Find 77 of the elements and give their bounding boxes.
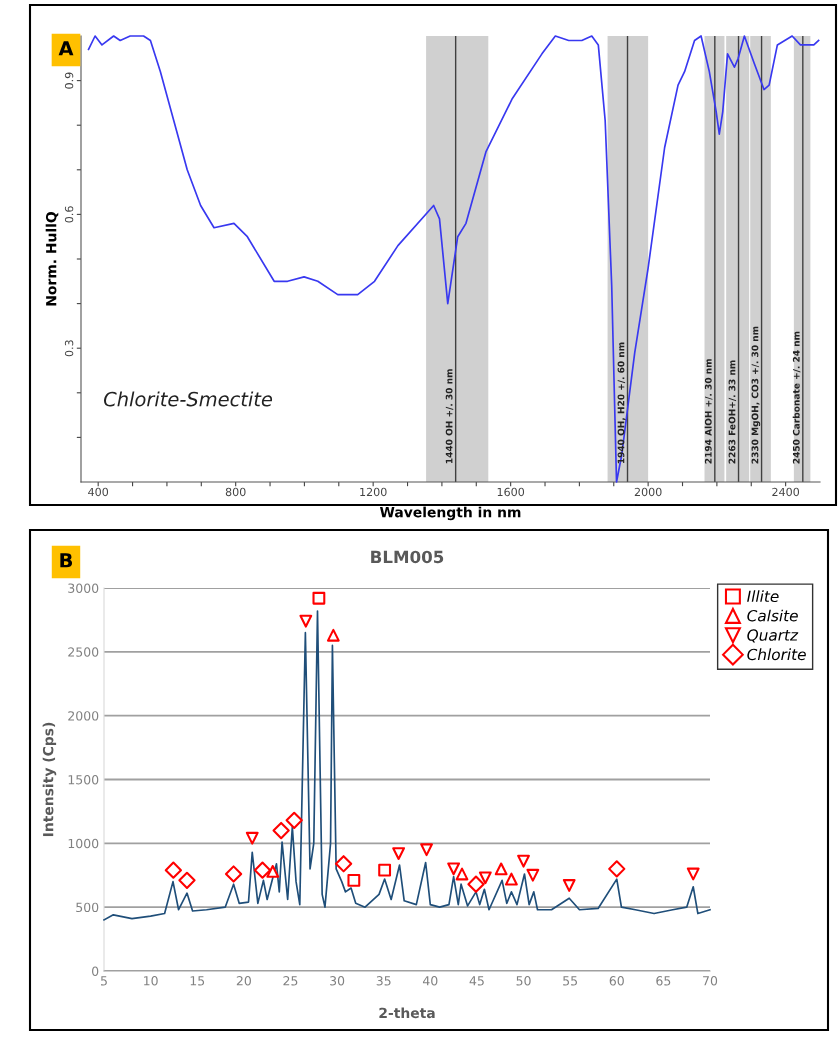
point [526, 868, 540, 882]
point [253, 861, 272, 879]
point [378, 863, 392, 877]
point [178, 871, 196, 889]
x-tick-label: 30 [330, 976, 345, 986]
point [447, 862, 461, 876]
point [347, 873, 361, 887]
x-tick-label: 400 [88, 487, 109, 497]
legend-label: Quartz [747, 629, 799, 643]
annotation: Chlorite-Smectite [103, 391, 273, 407]
chart-title: BLM005 [371, 550, 444, 564]
point [245, 831, 259, 845]
x-tick-label: 70 [703, 976, 718, 986]
x-tick-label: 40 [422, 976, 438, 986]
point [505, 872, 518, 886]
point [608, 860, 626, 878]
legend-label: Illite [747, 590, 779, 603]
ref-line-label: 2450 Carbonate +/. 24 nm [792, 331, 801, 464]
point [478, 871, 492, 885]
ref-line-label: 1440 OH +/. 30 nm [445, 369, 454, 464]
ref-line-label: 2194 AlOH +/. 30 nm [704, 359, 713, 464]
x-tick-label: 800 [225, 487, 246, 497]
point [494, 862, 508, 876]
point [467, 875, 485, 893]
x-tick-label: 5 [100, 976, 107, 986]
point [455, 867, 469, 881]
x-tick-label: 25 [283, 976, 298, 986]
x-tick-label: 35 [376, 976, 391, 986]
legend-label: Calsite [747, 609, 798, 622]
point [285, 811, 303, 829]
line-series [87, 35, 820, 483]
line-series [103, 610, 711, 921]
x-tick-label: 2400 [772, 487, 800, 497]
y-axis-title: Intensity (Cps) [42, 722, 57, 837]
ref-line-label: 2263 FeOH+/. 33 nm [728, 360, 737, 464]
point [272, 821, 290, 840]
x-tick-label: 2000 [634, 487, 662, 497]
x-axis-title: 2-theta [379, 1007, 435, 1019]
ref-line-label: 1940 OH, H20 +/. 60 nm [617, 342, 626, 464]
y-tick-label: 1000 [68, 838, 99, 849]
x-tick-label: 20 [236, 976, 251, 986]
x-tick-label: 50 [516, 976, 531, 986]
point [326, 628, 340, 642]
y-tick-label: 0.6 [64, 206, 74, 223]
y-tick-label: 500 [76, 902, 99, 913]
text: B [60, 553, 73, 568]
point [392, 847, 406, 860]
x-tick-label: 55 [563, 976, 578, 986]
x-tick-label: 10 [144, 976, 158, 986]
y-tick-label: 0.9 [64, 72, 74, 89]
x-tick-label: 45 [469, 976, 484, 986]
point [312, 591, 326, 605]
x-tick-label: 1600 [497, 487, 525, 497]
point [266, 865, 280, 878]
point [562, 879, 576, 892]
x-axis-title: Wavelength in nm [379, 506, 521, 521]
point [517, 854, 530, 868]
y-tick-label: 1500 [68, 774, 99, 785]
x-tick-label: 15 [190, 976, 205, 986]
y-tick-label: 2000 [68, 711, 99, 721]
y-tick-label: 0 [92, 966, 99, 976]
ref-line-label: 2330 MgOH, CO3 +/. 30 nm [751, 326, 761, 464]
x-tick-label: 65 [656, 976, 671, 986]
text: A [58, 41, 74, 56]
point [164, 861, 183, 879]
point [420, 843, 433, 857]
y-axis-title: Norm. HullQ [45, 211, 59, 306]
point [299, 614, 313, 628]
point [334, 855, 353, 873]
x-tick-label: 1200 [360, 487, 387, 497]
y-tick-label: 0.3 [64, 340, 74, 357]
point [224, 865, 243, 883]
point [686, 867, 700, 881]
y-tick-label: 3000 [68, 583, 99, 593]
y-tick-label: 2500 [68, 647, 99, 657]
legend-label: Chlorite [747, 648, 806, 661]
x-tick-label: 60 [609, 976, 624, 986]
